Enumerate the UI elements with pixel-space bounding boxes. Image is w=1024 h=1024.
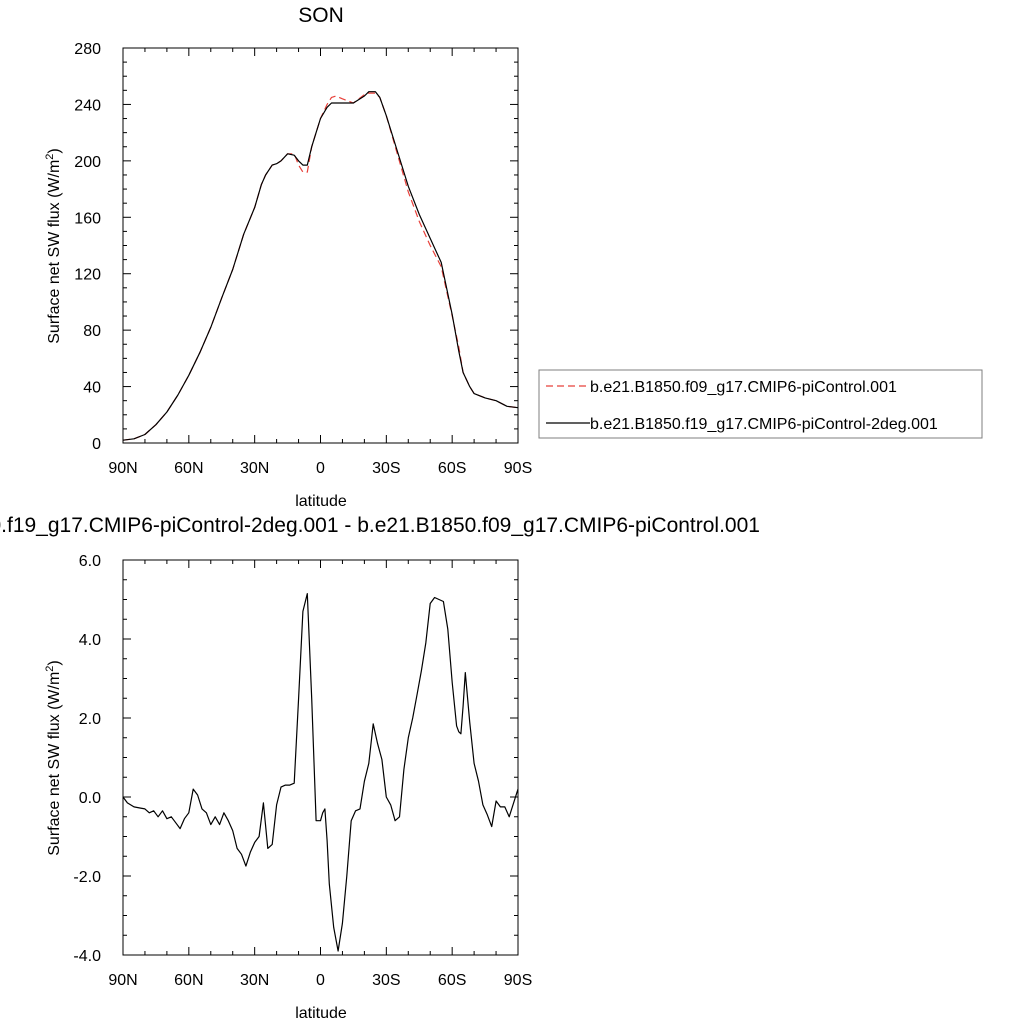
top-y-tick-label: 280 xyxy=(74,41,101,58)
bottom-y-tick-label: 4.0 xyxy=(79,632,101,649)
top-y-axis-label-main: Surface net SW flux (W/m xyxy=(46,160,63,344)
top-y-tick-label: 240 xyxy=(74,97,101,114)
top-x-axis-label: latitude xyxy=(295,493,347,510)
bottom-panel: b.e21.B1850.f19_g17.CMIP6-piControl-2deg… xyxy=(0,514,760,1022)
top-panel: SON 0 40 80 120 160 200 240 280 90N 60N 30N 0 30S 60S… xyxy=(44,4,983,510)
top-x-tick-label: 90N xyxy=(108,460,137,477)
top-chart-title: SON xyxy=(298,4,344,27)
top-plot-frame xyxy=(122,47,519,444)
bottom-y-tick-label: 6.0 xyxy=(79,553,101,570)
top-axes: 0 40 80 120 160 200 240 280 90N 60N 30N 0 30S 60S 90S xyxy=(74,41,532,477)
top-x-tick-label: 30S xyxy=(372,460,400,477)
bottom-axes: -4.0 -2.0 0.0 2.0 4.0 6.0 90N 60N 30N 0 30S 60S 90S xyxy=(73,553,532,989)
top-x-tick-label: 60N xyxy=(174,460,203,477)
bottom-y-axis-label-main: Surface net SW flux (W/m xyxy=(46,672,63,856)
legend-label-f19: b.e21.B1850.f19_g17.CMIP6-piControl-2deg… xyxy=(590,416,938,433)
bottom-x-tick-label: 30S xyxy=(372,972,400,989)
legend: b.e21.B1850.f09_g17.CMIP6-piControl.001 … xyxy=(538,369,983,439)
top-y-axis-label-close: ) xyxy=(46,148,63,153)
top-y-tick-label: 120 xyxy=(74,267,101,284)
bottom-y-axis-label: Surface net SW flux (W/m2) xyxy=(44,660,63,856)
top-y-axis-label-sup: 2 xyxy=(44,154,56,160)
legend-label-f09: b.e21.B1850.f09_g17.CMIP6-piControl.001 xyxy=(590,379,897,396)
top-series-line-1 xyxy=(122,91,519,441)
bottom-plot-frame xyxy=(122,559,519,956)
bottom-y-tick-label: -2.0 xyxy=(73,869,101,886)
bottom-x-axis-label: latitude xyxy=(295,1005,347,1022)
bottom-x-tick-label: 0 xyxy=(316,972,325,989)
bottom-x-tick-label: 60S xyxy=(438,972,466,989)
top-x-tick-label: 30N xyxy=(240,460,269,477)
bottom-y-tick-label: 2.0 xyxy=(79,711,101,728)
bottom-y-tick-label: 0.0 xyxy=(79,790,101,807)
top-x-tick-label: 60S xyxy=(438,460,466,477)
bottom-y-axis-label-close: ) xyxy=(46,660,63,665)
legend-box xyxy=(538,369,983,439)
top-y-tick-label: 160 xyxy=(74,210,101,227)
bottom-x-tick-label: 90N xyxy=(108,972,137,989)
top-x-tick-label: 0 xyxy=(316,460,325,477)
bottom-series-layer xyxy=(122,592,519,952)
top-series-layer xyxy=(122,91,519,441)
bottom-y-tick-label: -4.0 xyxy=(73,948,101,965)
top-y-tick-label: 0 xyxy=(92,436,101,453)
top-y-tick-label: 200 xyxy=(74,154,101,171)
bottom-x-tick-label: 30N xyxy=(240,972,269,989)
bottom-x-tick-label: 60N xyxy=(174,972,203,989)
top-x-tick-label: 90S xyxy=(504,460,532,477)
top-y-axis-label: Surface net SW flux (W/m2) xyxy=(44,148,63,344)
top-y-tick-label: 40 xyxy=(83,380,101,397)
top-y-tick-label: 80 xyxy=(83,323,101,340)
bottom-x-tick-label: 90S xyxy=(504,972,532,989)
bottom-series-line-0 xyxy=(122,592,519,952)
bottom-chart-title: b.e21.B1850.f19_g17.CMIP6-piControl-2deg… xyxy=(0,514,760,537)
bottom-y-axis-label-sup: 2 xyxy=(44,666,56,672)
